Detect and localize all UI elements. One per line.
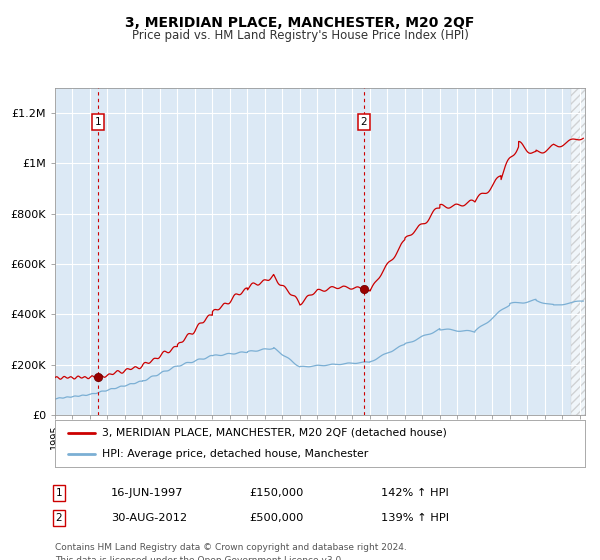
Text: £500,000: £500,000 bbox=[249, 513, 304, 523]
Text: 1: 1 bbox=[95, 118, 101, 127]
Text: 139% ↑ HPI: 139% ↑ HPI bbox=[381, 513, 449, 523]
Text: Contains HM Land Registry data © Crown copyright and database right 2024.: Contains HM Land Registry data © Crown c… bbox=[55, 544, 407, 553]
Text: 3, MERIDIAN PLACE, MANCHESTER, M20 2QF: 3, MERIDIAN PLACE, MANCHESTER, M20 2QF bbox=[125, 16, 475, 30]
Text: HPI: Average price, detached house, Manchester: HPI: Average price, detached house, Manc… bbox=[101, 449, 368, 459]
Text: £150,000: £150,000 bbox=[249, 488, 304, 498]
Text: 30-AUG-2012: 30-AUG-2012 bbox=[111, 513, 187, 523]
Text: 2: 2 bbox=[361, 118, 367, 127]
Text: 2: 2 bbox=[55, 513, 62, 523]
Text: Price paid vs. HM Land Registry's House Price Index (HPI): Price paid vs. HM Land Registry's House … bbox=[131, 29, 469, 42]
Text: 3, MERIDIAN PLACE, MANCHESTER, M20 2QF (detached house): 3, MERIDIAN PLACE, MANCHESTER, M20 2QF (… bbox=[101, 428, 446, 438]
Text: 1: 1 bbox=[55, 488, 62, 498]
Text: 16-JUN-1997: 16-JUN-1997 bbox=[111, 488, 184, 498]
Text: 142% ↑ HPI: 142% ↑ HPI bbox=[381, 488, 449, 498]
Text: This data is licensed under the Open Government Licence v3.0.: This data is licensed under the Open Gov… bbox=[55, 556, 344, 560]
Bar bbox=[571, 88, 594, 415]
